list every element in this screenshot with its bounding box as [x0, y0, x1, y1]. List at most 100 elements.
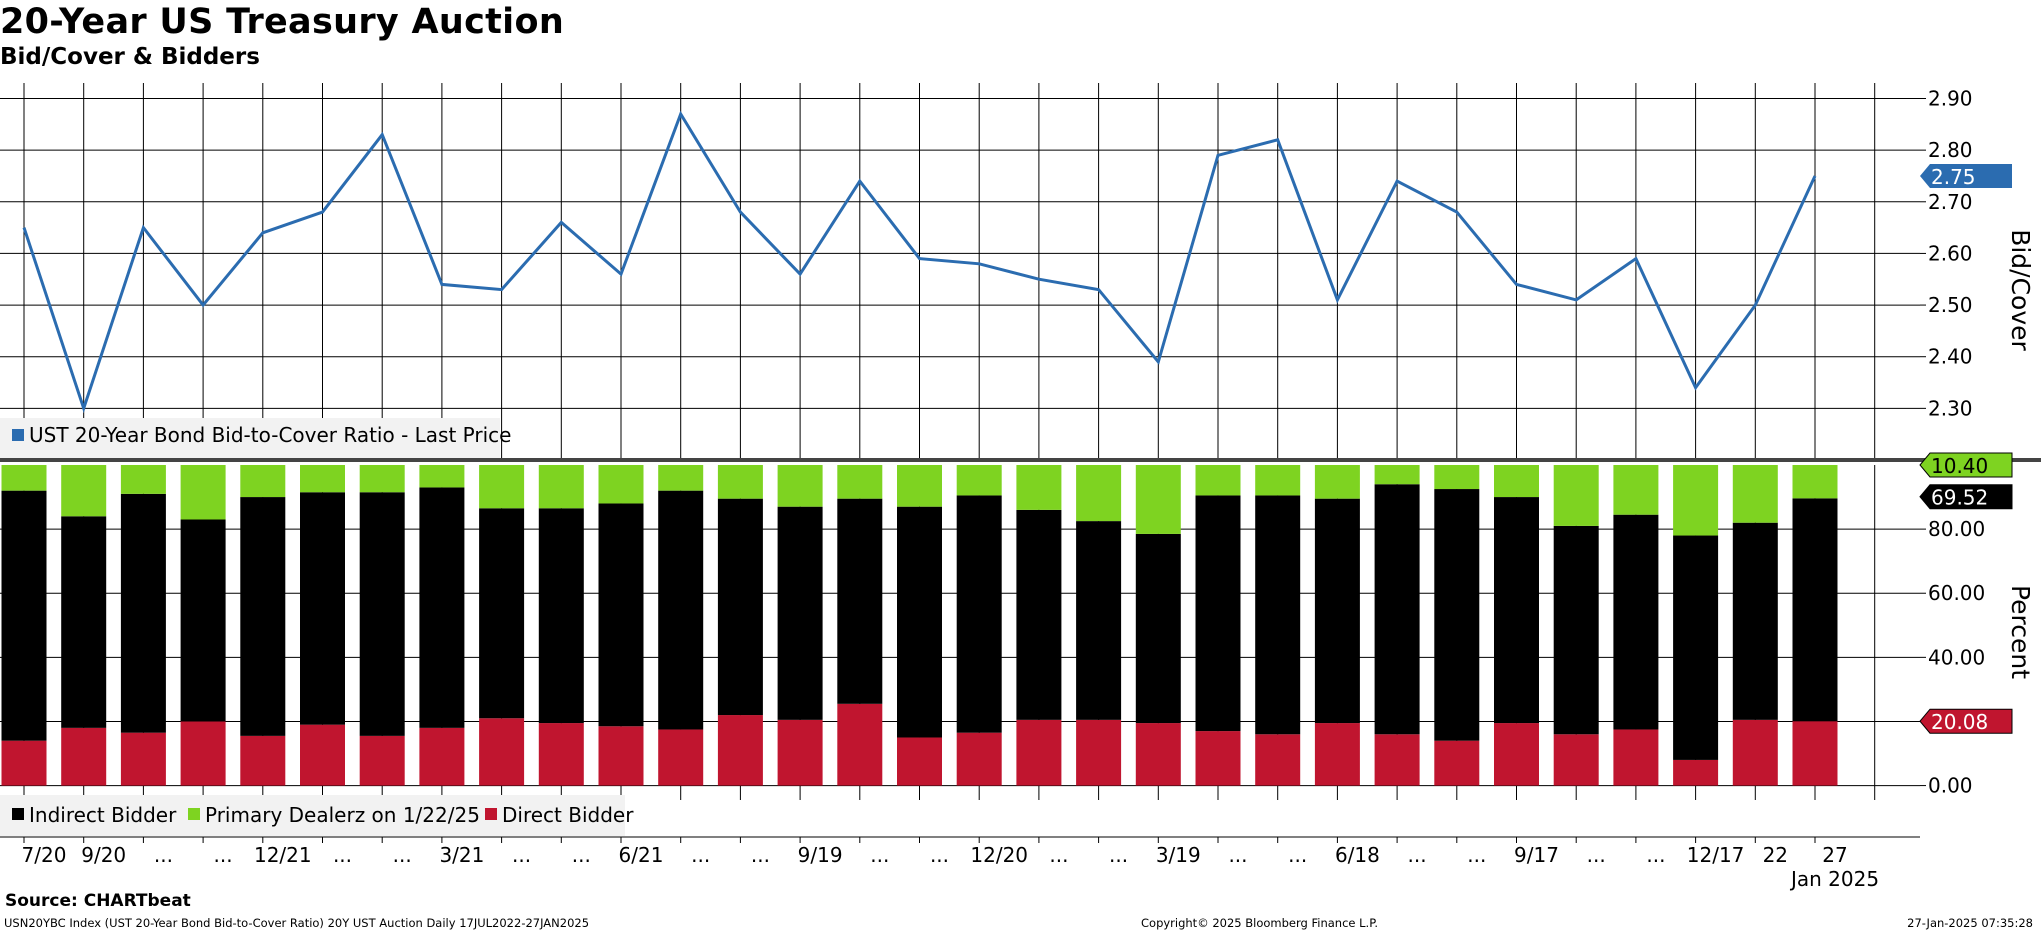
- bar-direct-bidder: [1613, 729, 1659, 786]
- source-note: Source: CHARTbeat: [5, 891, 191, 911]
- bar-direct-bidder: [1195, 731, 1241, 786]
- x-tick-label: ...: [214, 843, 233, 867]
- x-tick-label: 9/19: [798, 843, 843, 867]
- x-tick-label: 3/19: [1156, 843, 1201, 867]
- bar-primary-dealer: [717, 465, 763, 499]
- bar-indirect-bidder: [1135, 533, 1181, 724]
- bar-indirect-bidder: [717, 498, 763, 716]
- bar-primary-dealer: [1732, 465, 1778, 523]
- bar-primary-dealer: [1553, 465, 1599, 526]
- bar-primary-dealer: [1076, 465, 1122, 522]
- bar-direct-bidder: [837, 703, 883, 786]
- bar-indirect-bidder: [1494, 497, 1539, 724]
- x-tick-label: ...: [333, 843, 352, 867]
- bar-indirect-bidder: [658, 490, 704, 730]
- bar-direct-bidder: [1434, 740, 1480, 786]
- timestamp: 27-Jan-2025 07:35:28: [1907, 916, 2033, 930]
- bar-direct-bidder: [240, 735, 286, 786]
- bar-indirect-bidder: [777, 506, 823, 720]
- bar-primary-dealer: [658, 465, 704, 491]
- bar-primary-dealer: [777, 465, 823, 507]
- bar-direct-bidder: [1076, 719, 1122, 786]
- bar-indirect-bidder: [598, 503, 644, 727]
- bar-primary-dealer: [1195, 465, 1241, 496]
- bar-indirect-bidder: [1434, 489, 1480, 741]
- bar-primary-dealer: [1374, 465, 1420, 485]
- y-tick-label: 40.00: [1928, 645, 1985, 669]
- bar-indirect-bidder: [1673, 535, 1719, 760]
- bar-primary-dealer: [1673, 465, 1719, 536]
- bar-direct-bidder: [1494, 723, 1539, 786]
- x-tick-label: ...: [1109, 843, 1128, 867]
- y-axis-title: Bid/Cover: [2006, 229, 2035, 351]
- x-tick-label: ...: [1288, 843, 1307, 867]
- x-tick-label: 6/21: [619, 843, 664, 867]
- bar-direct-bidder: [658, 729, 704, 786]
- legend-swatch: [188, 808, 200, 820]
- bar-indirect-bidder: [538, 508, 584, 724]
- bar-primary-dealer: [956, 465, 1002, 496]
- bar-primary-dealer: [61, 465, 107, 517]
- copyright-note: Copyright© 2025 Bloomberg Finance L.P.: [1141, 916, 1378, 930]
- y-tick-label: 2.50: [1928, 293, 1973, 317]
- x-tick-label: ...: [572, 843, 591, 867]
- bar-direct-bidder: [1255, 734, 1301, 786]
- bar-primary-dealer: [479, 465, 525, 509]
- x-tick-label: 9/20: [81, 843, 126, 867]
- bar-direct-bidder: [717, 715, 763, 786]
- bar-direct-bidder: [180, 721, 226, 786]
- bar-direct-bidder: [300, 724, 345, 786]
- bid-cover-line: [22, 110, 1817, 414]
- bar-indirect-bidder: [1314, 498, 1360, 724]
- legend-label: Primary Dealerz on 1/22/25: [205, 803, 480, 827]
- last-value-tag-primary-label: 10.40: [1931, 454, 1988, 478]
- x-tick-label: 12/21: [254, 843, 312, 867]
- bar-primary-dealer: [1, 465, 47, 491]
- bar-primary-dealer: [300, 465, 345, 493]
- bar-indirect-bidder: [479, 508, 525, 719]
- bar-indirect-bidder: [1195, 495, 1241, 732]
- x-tick-label: ...: [751, 843, 770, 867]
- x-tick-label: 27: [1822, 843, 1847, 867]
- legend-label: Indirect Bidder: [29, 803, 177, 827]
- x-tick-label: 12/17: [1687, 843, 1745, 867]
- bar-direct-bidder: [120, 732, 166, 786]
- bar-indirect-bidder: [240, 497, 286, 736]
- bar-primary-dealer: [897, 465, 942, 507]
- last-value-tag-indirect-label: 69.52: [1931, 486, 1988, 510]
- bar-direct-bidder: [1792, 721, 1838, 786]
- legend-swatch: [12, 429, 24, 441]
- bar-primary-dealer: [1314, 465, 1360, 499]
- bar-direct-bidder: [777, 719, 823, 786]
- bar-direct-bidder: [1, 740, 47, 786]
- bar-indirect-bidder: [1, 490, 47, 741]
- x-tick-label: ...: [691, 843, 710, 867]
- bar-direct-bidder: [1732, 719, 1778, 786]
- y-tick-label: 2.70: [1928, 190, 1973, 214]
- bar-indirect-bidder: [180, 519, 226, 722]
- y-tick-label: 2.30: [1928, 396, 1973, 420]
- x-tick-label: ...: [393, 843, 412, 867]
- x-tick-label: ...: [870, 843, 889, 867]
- bar-primary-dealer: [538, 465, 584, 509]
- bar-primary-dealer: [180, 465, 226, 520]
- x-tick-label: 3/21: [439, 843, 484, 867]
- bar-direct-bidder: [1135, 723, 1181, 786]
- bar-indirect-bidder: [1792, 498, 1838, 722]
- x-tick-label: ...: [154, 843, 173, 867]
- x-tick-label: 6/18: [1335, 843, 1380, 867]
- bar-indirect-bidder: [1374, 484, 1420, 735]
- bar-primary-dealer: [1494, 465, 1539, 498]
- x-tick-label: 12/20: [970, 843, 1028, 867]
- x-tick-label: ...: [1646, 843, 1665, 867]
- bar-indirect-bidder: [1732, 522, 1778, 720]
- y-tick-label: 2.90: [1928, 86, 1973, 110]
- legend-box: [0, 418, 500, 458]
- x-tick-label: ...: [1467, 843, 1486, 867]
- bar-primary-dealer: [1016, 465, 1062, 510]
- bar-indirect-bidder: [359, 492, 405, 736]
- bar-indirect-bidder: [1255, 495, 1301, 735]
- x-tick-label: ...: [1049, 843, 1068, 867]
- y-tick-label: 80.00: [1928, 517, 1985, 541]
- bar-indirect-bidder: [419, 487, 465, 728]
